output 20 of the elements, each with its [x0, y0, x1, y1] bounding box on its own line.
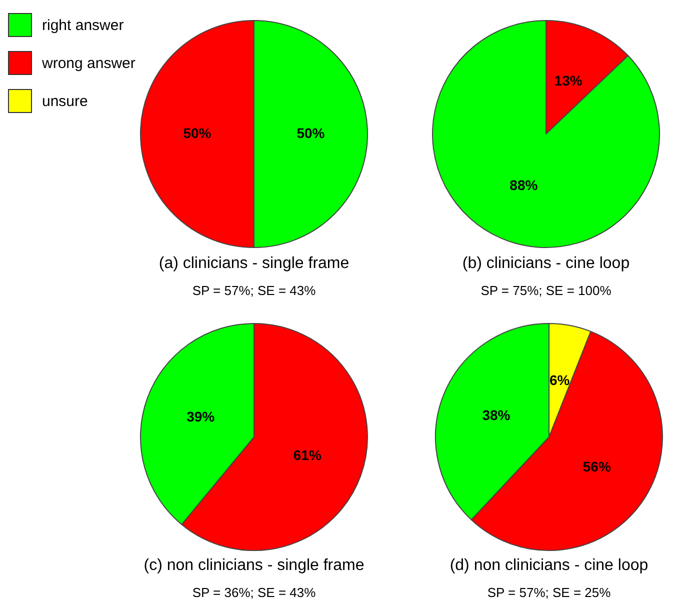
- data-label: 88%: [510, 177, 538, 194]
- data-label: 13%: [554, 72, 583, 89]
- text: SP = 57%; SE = 43%: [191, 283, 317, 298]
- data-label: 50%: [183, 124, 212, 141]
- data-label: 61%: [293, 447, 322, 464]
- text: SP = 75%; SE = 100%: [480, 283, 612, 298]
- text: (c) non clinicians - single frame: [142, 557, 366, 575]
- data-label: 56%: [582, 458, 612, 474]
- text: (a) clinicians - single frame: [158, 255, 350, 273]
- text: (b) clinicians - cine loop: [461, 255, 631, 273]
- data-label: 50%: [296, 124, 326, 141]
- data-label: 39%: [186, 408, 216, 425]
- text: SP = 36%; SE = 43%: [191, 585, 317, 600]
- text: SP = 57%; SE = 25%: [486, 585, 612, 600]
- data-label: 38%: [482, 406, 511, 423]
- legend-label: wrong answer: [42, 54, 136, 72]
- legend-label: unsure: [42, 92, 88, 110]
- legend-label: right answer: [42, 16, 124, 34]
- data-label: 6%: [550, 372, 570, 388]
- text: (d) non clinicians - cine loop: [448, 557, 650, 575]
